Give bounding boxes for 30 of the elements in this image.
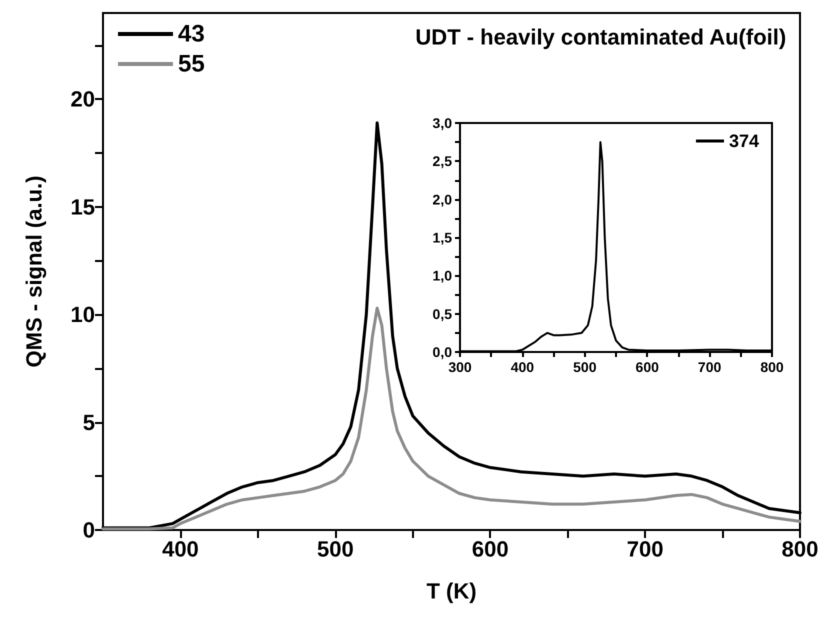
x-tick-label: 700 [626, 536, 664, 562]
x-tick-label: 800 [760, 359, 784, 375]
x-tick-label: 400 [162, 536, 199, 562]
legend-label: 55 [178, 50, 205, 78]
y-tick-label: 1,5 [432, 230, 452, 246]
y-tick-label: 20 [70, 86, 95, 112]
x-tick-label: 500 [316, 536, 354, 562]
x-tick-label: 600 [472, 536, 509, 562]
y-tick-label: 0,5 [432, 306, 452, 322]
x-tick-label: 700 [698, 359, 722, 375]
x-tick-label: 800 [782, 536, 818, 562]
y-tick-label: 3,0 [432, 115, 452, 131]
y-tick-label: 0,0 [432, 344, 452, 360]
y-tick-label: 10 [70, 302, 95, 328]
x-tick-label: 600 [636, 359, 660, 375]
x-tick-label: 500 [573, 359, 597, 375]
y-axis-title: QMS - signal (a.u.) [22, 176, 46, 368]
legend-label: 374 [728, 131, 760, 151]
y-tick-label: 2,0 [432, 191, 452, 208]
y-tick-label: 5 [82, 410, 95, 435]
x-axis-title: T (K) [426, 578, 477, 604]
x-tick-label: 300 [448, 359, 472, 375]
text: UDT - heavily contaminated Au(foil) [415, 24, 786, 50]
y-tick-label: 15 [70, 194, 95, 220]
y-tick-label: 1,0 [432, 268, 452, 284]
line-series [102, 306, 802, 530]
y-tick-label: 2,5 [432, 153, 452, 170]
legend-label: 43 [178, 20, 205, 48]
x-tick-label: 400 [510, 359, 534, 375]
y-tick-label: 0 [82, 518, 95, 542]
